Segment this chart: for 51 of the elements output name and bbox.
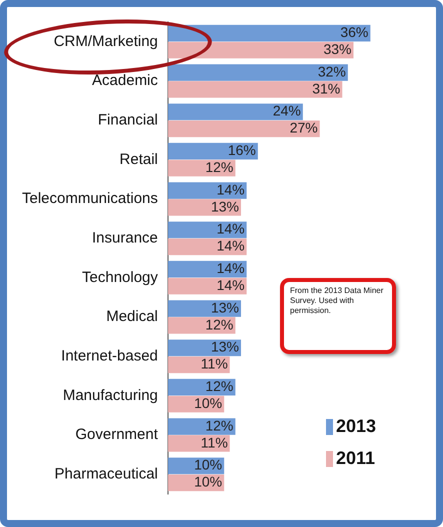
data-label: 10% [194,394,222,411]
bar [168,222,247,238]
legend-label: 2013 [336,416,376,436]
data-label: 33% [323,40,352,57]
data-label: 13% [210,299,240,316]
y-tick-label: Internet-based [61,347,158,364]
data-label: 11% [200,356,228,372]
data-label: 32% [318,63,346,80]
data-label: 14% [216,276,245,293]
data-label: 11% [200,434,228,450]
y-tick-label: Telecommunications [22,190,158,208]
bar [168,24,370,42]
y-tick-label: Academic [92,72,158,90]
bar [168,104,303,120]
data-label: 12% [205,158,234,175]
bar [168,81,342,98]
data-label: 24% [272,102,301,119]
bar [168,120,320,138]
y-tick-label: Insurance [92,229,158,246]
data-label: 13% [210,198,240,214]
y-tick-label: Retail [120,150,158,168]
data-label: 36% [340,24,368,40]
y-tick-label: Financial [98,111,158,128]
y-tick-label: Pharmaceutical [54,465,158,482]
data-label: 12% [205,378,234,394]
data-label: 14% [216,220,245,237]
bar [168,142,258,160]
data-label: 12% [205,316,234,332]
data-label: 13% [210,338,240,355]
bar [168,42,354,58]
legend-label: 2011 [336,448,376,468]
bar [168,238,247,256]
data-label: 14% [216,238,245,254]
data-label: 31% [312,80,340,96]
data-label: 14% [216,181,245,198]
bar [168,278,247,294]
y-tick-label: Technology [82,268,158,286]
data-label: 10% [194,456,222,473]
data-label: 10% [194,474,222,490]
data-label: 27% [290,120,318,136]
y-tick-label: CRM/Marketing [54,32,158,50]
bar [168,260,247,278]
y-tick-label: Government [75,426,159,444]
data-label: 16% [228,142,256,158]
y-tick-label: Medical [106,308,158,326]
y-tick-label: Manufacturing [62,386,158,404]
bar [168,64,348,81]
bar [168,182,247,199]
annotation: From the 2013 Data Miner Survey. Used with permission. [280,278,396,354]
data-label: 14% [216,260,245,276]
data-label: 12% [205,417,234,434]
